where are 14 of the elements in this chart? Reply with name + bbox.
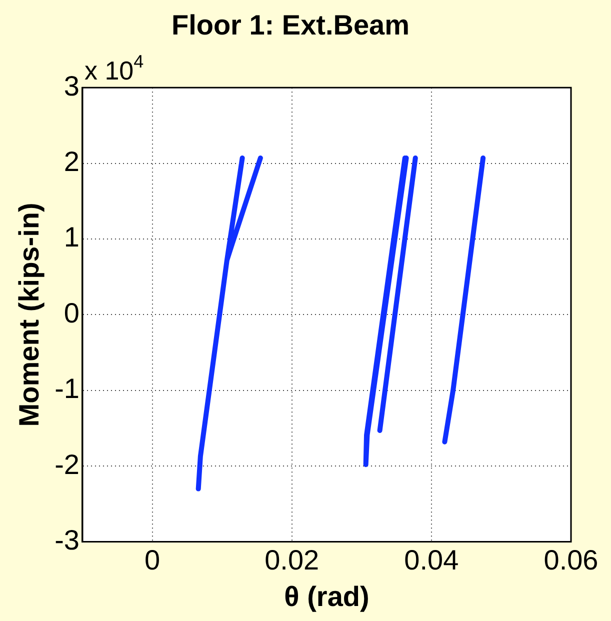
x-tick-label: 0.02	[264, 544, 320, 576]
x-tick-label: 0.04	[404, 544, 459, 576]
y-tick-label: 1	[64, 222, 80, 253]
x-tick-label: 0.06	[544, 544, 598, 576]
y-axis-title: Moment (kips-in)	[14, 202, 45, 427]
y-tick-label: -2	[54, 448, 80, 480]
y-tick-label: 0	[64, 297, 80, 328]
x-axis-title: θ (rad)	[284, 580, 370, 612]
y-tick-label: 2	[64, 146, 80, 178]
y-tick-label: -3	[54, 524, 80, 556]
y-tick-label: -1	[54, 373, 80, 404]
chart-title: Floor 1: Ext.Beam	[171, 10, 410, 41]
y-tick-label: 3	[64, 70, 80, 102]
x-tick-label: 0	[144, 544, 160, 576]
